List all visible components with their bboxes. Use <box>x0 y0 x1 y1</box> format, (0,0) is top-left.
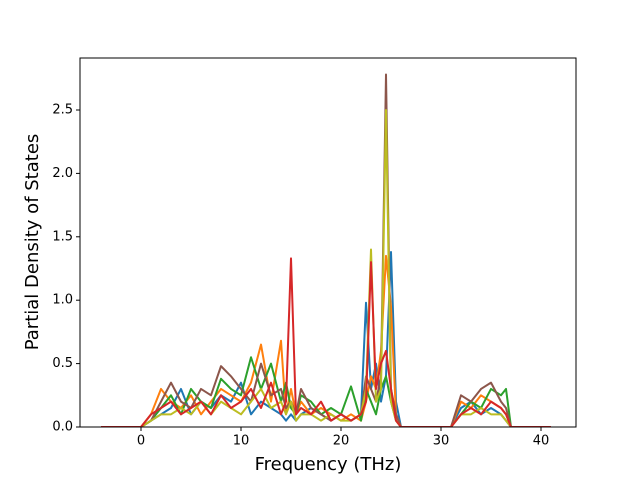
y-tick-label: 1.5 <box>52 229 73 244</box>
x-axis-label: Frequency (THz) <box>255 454 402 475</box>
x-tick-label: 0 <box>137 434 145 449</box>
y-tick-label: 0.5 <box>52 356 73 371</box>
pdos-line <box>101 73 551 427</box>
pdos-line <box>101 254 551 427</box>
x-tick-label: 20 <box>333 434 350 449</box>
x-tick-label: 10 <box>233 434 250 449</box>
x-tick-label: 30 <box>433 434 450 449</box>
y-tick-label: 2.5 <box>52 102 73 117</box>
pdos-line <box>101 257 551 427</box>
y-axis-label: Partial Density of States <box>22 134 43 351</box>
x-tick-label: 40 <box>533 434 550 449</box>
axes-frame <box>79 57 577 428</box>
plot-lines <box>101 73 551 427</box>
y-tick-label: 2.0 <box>52 166 73 181</box>
y-tick-label: 1.0 <box>52 293 73 308</box>
y-tick-label: 0.0 <box>52 420 73 435</box>
